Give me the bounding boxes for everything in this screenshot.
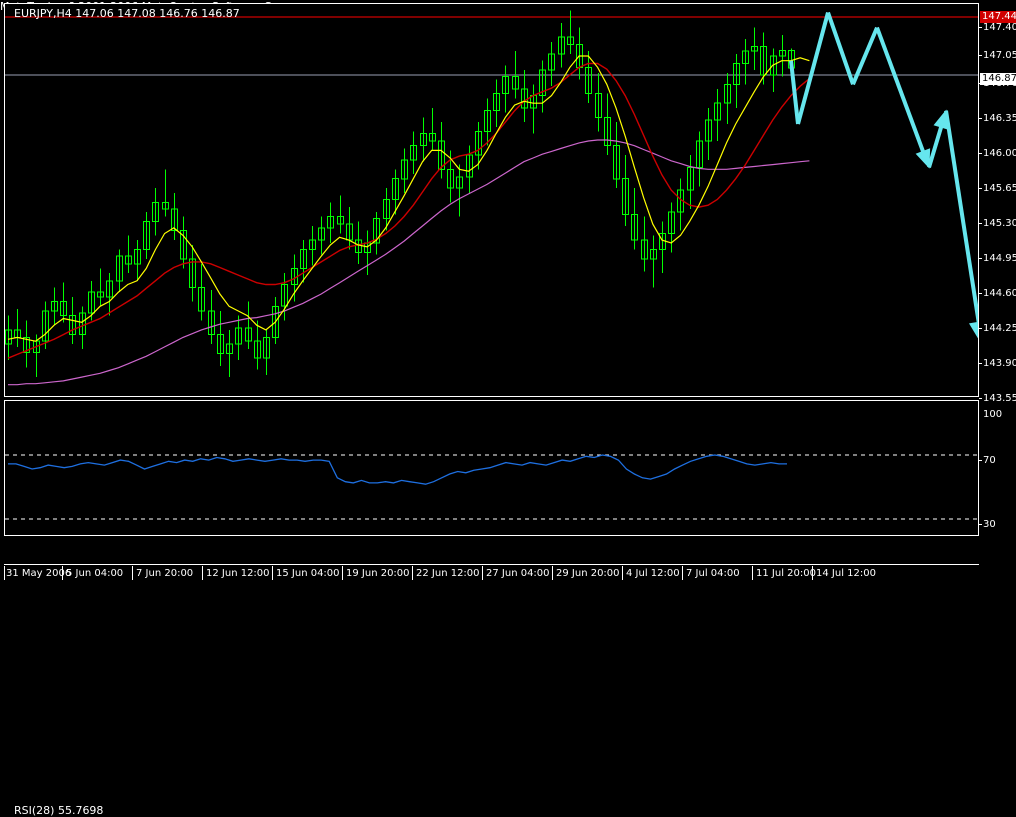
price-tick-label: 147.05 bbox=[983, 50, 1016, 61]
price-tick-label: 146.35 bbox=[983, 113, 1016, 124]
time-tick-mark bbox=[62, 566, 63, 580]
price-tick-label: 146.00 bbox=[983, 148, 1016, 159]
time-tick-mark bbox=[482, 566, 483, 580]
price-chart-pane[interactable]: EURJPY,H4 147.06 147.08 146.76 146.87 bbox=[4, 3, 979, 397]
time-tick-mark bbox=[752, 566, 753, 580]
price-chart-canvas[interactable] bbox=[5, 4, 978, 396]
time-scale[interactable]: 31 May 2006 5 Jun 04:00 7 Jun 20:00 12 Jun … bbox=[4, 566, 979, 582]
price-tick-mark bbox=[979, 328, 982, 329]
price-tick-mark bbox=[979, 153, 982, 154]
price-tick-mark bbox=[979, 363, 982, 364]
rsi-canvas[interactable] bbox=[5, 401, 978, 535]
time-tick-mark bbox=[132, 566, 133, 580]
time-tick-label: 7 Jul 04:00 bbox=[686, 568, 740, 579]
symbol-ohlc-label: EURJPY,H4 147.06 147.08 146.76 146.87 bbox=[14, 7, 240, 20]
rsi-scale[interactable]: 100 70 30 bbox=[979, 400, 1016, 536]
rsi-value-line bbox=[8, 454, 787, 485]
time-tick-label: 22 Jun 12:00 bbox=[416, 568, 480, 579]
rsi-tick-label: 100 bbox=[983, 409, 1003, 420]
price-tick-mark bbox=[979, 55, 982, 56]
price-tick-label: 143.55 bbox=[983, 393, 1016, 404]
projection-forecast-drawing[interactable] bbox=[789, 11, 978, 345]
rsi-tick-label: 70 bbox=[983, 455, 996, 466]
time-tick-label: 11 Jul 20:00 bbox=[756, 568, 816, 579]
time-tick-label: 14 Jul 12:00 bbox=[816, 568, 876, 579]
time-tick-mark bbox=[272, 566, 273, 580]
ma-fast-line bbox=[7, 55, 810, 342]
time-tick-mark bbox=[682, 566, 683, 580]
price-tick-mark bbox=[979, 398, 982, 399]
price-tick-label: 147.40 bbox=[983, 22, 1016, 33]
time-tick-mark bbox=[812, 566, 813, 580]
time-tick-label: 4 Jul 12:00 bbox=[626, 568, 680, 579]
time-tick-label: 19 Jun 20:00 bbox=[346, 568, 410, 579]
price-tick-mark bbox=[979, 118, 982, 119]
time-tick-label: 27 Jun 04:00 bbox=[486, 568, 550, 579]
time-tick-label: 5 Jun 04:00 bbox=[66, 568, 124, 579]
price-scale[interactable]: 147.40147.05146.70146.35146.00145.65145.… bbox=[979, 3, 1016, 404]
ask-price-tag: 147.44 bbox=[980, 11, 1016, 23]
bid-price-tag: 146.87 bbox=[980, 73, 1016, 85]
price-tick-mark bbox=[979, 223, 982, 224]
price-tick-label: 143.90 bbox=[983, 358, 1016, 369]
price-tick-label: 145.65 bbox=[983, 183, 1016, 194]
time-tick-mark bbox=[4, 566, 5, 580]
price-tick-mark bbox=[979, 293, 982, 294]
time-tick-mark bbox=[552, 566, 553, 580]
rsi-indicator-label: RSI(28) 55.7698 bbox=[14, 804, 104, 817]
rsi-indicator-pane[interactable]: RSI(28) 55.7698 bbox=[4, 400, 979, 817]
time-tick-label: 12 Jun 12:00 bbox=[206, 568, 270, 579]
time-tick-mark bbox=[412, 566, 413, 580]
rsi-tick-mark bbox=[979, 524, 982, 525]
time-tick-label: 15 Jun 04:00 bbox=[276, 568, 340, 579]
candlestick-series bbox=[5, 10, 795, 378]
price-tick-mark bbox=[979, 188, 982, 189]
ma-slow-line bbox=[8, 139, 810, 386]
rsi-tick-mark bbox=[979, 460, 982, 461]
price-tick-mark bbox=[979, 258, 982, 259]
price-tick-label: 144.60 bbox=[983, 288, 1016, 299]
price-tick-mark bbox=[979, 27, 982, 28]
time-tick-label: 29 Jun 20:00 bbox=[556, 568, 620, 579]
time-tick-label: 7 Jun 20:00 bbox=[136, 568, 194, 579]
ma-mid-line bbox=[7, 62, 810, 359]
price-tick-label: 144.95 bbox=[983, 253, 1016, 264]
rsi-tick-label: 30 bbox=[983, 519, 996, 530]
time-tick-mark bbox=[622, 566, 623, 580]
price-tick-label: 145.30 bbox=[983, 218, 1016, 229]
time-tick-label: 31 May 2006 bbox=[6, 568, 72, 579]
price-tick-label: 144.25 bbox=[983, 323, 1016, 334]
time-axis-divider bbox=[4, 564, 979, 565]
time-tick-mark bbox=[342, 566, 343, 580]
time-tick-mark bbox=[202, 566, 203, 580]
